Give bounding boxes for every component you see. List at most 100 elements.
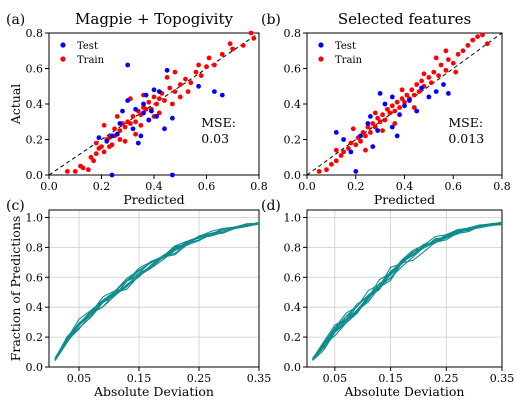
data-point-train [93,140,99,146]
data-point-train [324,167,329,173]
x-tick-label: 0.2 [347,180,365,193]
x-tick-label: 0.8 [250,180,268,193]
data-point-test [135,140,141,146]
data-point-test [170,115,175,121]
data-point-test [426,94,432,100]
data-point-train [230,46,236,52]
data-point-test [117,121,123,126]
data-point-train [248,30,254,36]
x-tick-label: 0.15 [127,372,152,385]
data-point-train [167,85,173,91]
data-point-train [353,142,359,148]
data-point-train [133,119,139,125]
data-point-train [485,41,490,47]
data-point-test [446,91,451,96]
data-point-train [162,98,167,103]
data-point-train [196,62,202,68]
data-point-train [204,64,209,70]
data-point-train [404,92,410,98]
data-point-test [138,133,144,139]
series-line [312,221,503,360]
mse-label: MSE: [448,115,483,130]
data-point-train [350,126,356,132]
series-line [312,222,503,360]
data-point-train [438,62,444,68]
series-line [54,222,260,360]
data-point-train [428,80,434,86]
data-point-test [368,114,373,119]
x-tick-label: 0.0 [298,180,316,193]
x-tick-label: 0.8 [493,180,511,193]
data-point-test [196,83,202,89]
diagonal-line [48,32,260,176]
data-point-train [358,138,363,144]
y-tick-label: 0.8 [26,27,44,40]
data-point-test [143,92,149,98]
data-point-train [409,87,415,93]
mse-label: MSE: [201,115,236,130]
data-point-train [146,99,152,105]
data-point-train [183,76,188,82]
data-point-train [387,110,393,116]
series-line [312,222,503,360]
data-point-train [329,161,334,167]
legend-marker-train [60,56,66,62]
data-point-train [151,94,157,100]
data-point-train [421,71,427,77]
x-tick-label: 0.6 [198,180,216,193]
data-point-train [107,144,112,150]
panel-label: (b) [261,12,281,28]
y-tick-label: 0.4 [284,98,302,111]
data-point-train [164,75,170,80]
data-point-train [133,131,139,137]
series-line [312,223,503,361]
data-point-test [104,138,110,144]
series-line [312,222,503,361]
data-point-train [93,151,99,157]
y-axis-label: Fraction of Predictions [8,216,23,362]
data-point-train [117,137,123,142]
data-point-train [172,69,178,75]
data-point-test [114,131,120,137]
y-tick-label: 0.8 [26,241,44,254]
data-point-train [389,103,395,109]
series-line [54,223,260,362]
x-axis-label: Absolute Deviation [344,384,465,399]
data-point-train [443,48,449,54]
data-point-train [372,110,378,116]
x-tick-label: 0.6 [445,180,463,193]
data-point-train [240,43,246,48]
data-point-test [130,126,136,132]
data-point-train [72,169,78,174]
data-point-train [372,124,378,130]
data-point-train [470,37,476,43]
data-point-train [414,82,420,87]
series-line [54,222,260,361]
y-tick-label: 0.6 [26,271,44,284]
data-point-train [316,169,322,174]
data-point-train [426,75,432,80]
data-point-train [99,144,104,150]
data-point-train [433,55,439,61]
x-tick-label: 0.4 [396,180,414,193]
data-point-train [333,147,339,153]
legend-marker-train [318,56,324,62]
panel-label: (a) [6,12,25,28]
legend-label: Train [77,55,105,66]
data-point-train [431,69,437,75]
data-point-test [341,137,346,142]
x-tick-label: 0.2 [93,180,111,193]
series-line [54,222,260,361]
data-point-train [86,167,91,173]
panel-label: (c) [6,198,25,214]
data-point-train [122,124,128,130]
data-point-test [125,98,131,103]
series-line [54,223,260,360]
data-point-train [251,35,257,41]
data-point-test [389,94,395,100]
mse-value: 0.013 [448,131,484,146]
axes-frame [306,209,503,368]
data-point-train [368,130,373,135]
panel-b: (b) Selected features 0.0 0.2 0.4 0.6 0.8 0.0 0.… [261,10,511,207]
x-tick-label: 0.25 [187,372,212,385]
